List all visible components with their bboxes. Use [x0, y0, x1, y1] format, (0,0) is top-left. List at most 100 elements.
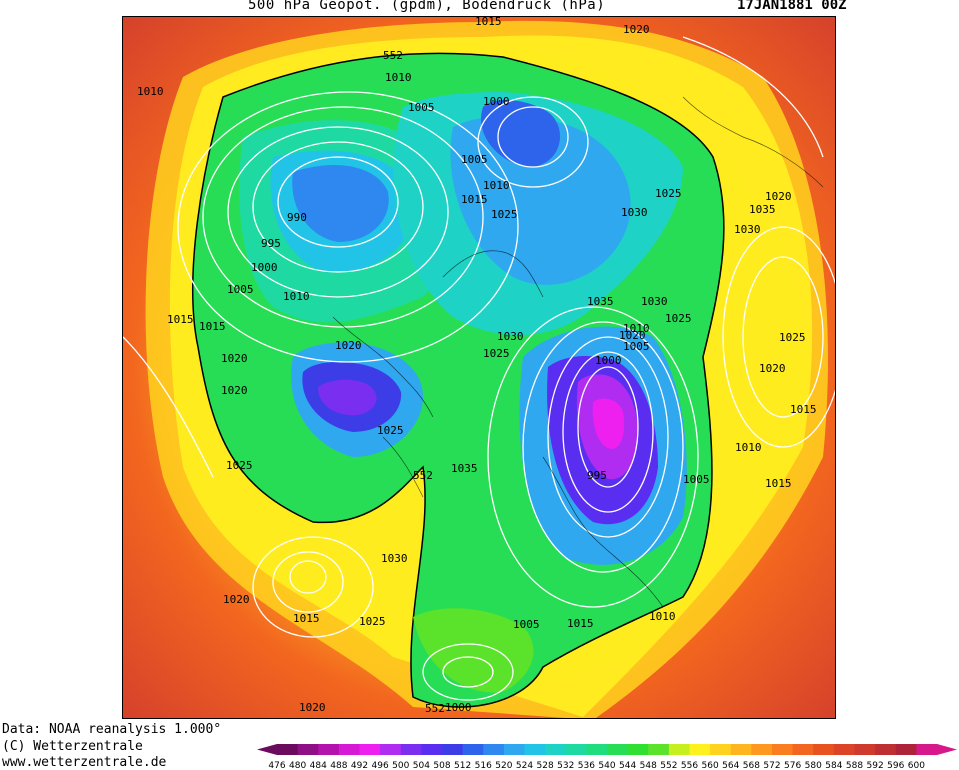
- legend-arrow-right: [937, 744, 957, 755]
- pressure-label: 1020: [765, 190, 792, 203]
- legend-level-label: 512: [454, 761, 471, 770]
- weather-map: 552 552 552 1015 1020 1010 1010 1005 100…: [122, 16, 836, 719]
- cyan-zone-arctic: [450, 115, 631, 285]
- legend-swatch: [524, 744, 546, 755]
- coastlines: [332, 96, 824, 608]
- pressure-label: 1015: [567, 617, 594, 630]
- contour-label: 552: [383, 49, 403, 62]
- legend-swatch: [359, 744, 381, 755]
- pressure-label: 1010: [623, 322, 650, 335]
- pressure-label: 995: [261, 237, 281, 250]
- pressure-label: 1030: [497, 330, 524, 343]
- legend-swatch: [648, 744, 670, 755]
- legend-level-label: 572: [763, 761, 780, 770]
- legend-swatch: [380, 744, 402, 755]
- pressure-label: 1015: [167, 313, 194, 326]
- pressure-label: 1025: [226, 459, 253, 472]
- legend-level-label: 528: [537, 761, 554, 770]
- pressure-label: 1000: [595, 354, 622, 367]
- pressure-label: 1000: [483, 95, 510, 108]
- legend-level-label: 492: [351, 761, 368, 770]
- pressure-label: 1030: [381, 552, 408, 565]
- pressure-label: 1025: [655, 187, 682, 200]
- legend-swatch: [627, 744, 649, 755]
- chart-title: 500 hPa Geopot. (gpdm), Bodendruck (hPa): [248, 0, 606, 13]
- credit-website: www.wetterzentrale.de: [2, 755, 167, 770]
- legend-level-label: 524: [516, 761, 533, 770]
- legend-swatch: [442, 744, 464, 755]
- pressure-label: 1005: [227, 283, 254, 296]
- pressure-label: 995: [587, 469, 607, 482]
- legend-level-label: 588: [846, 761, 863, 770]
- pressure-label: 990: [287, 211, 307, 224]
- credit-data: Data: NOAA reanalysis 1.000°: [2, 722, 222, 737]
- pressure-label: 1005: [461, 153, 488, 166]
- legend-swatch: [421, 744, 443, 755]
- legend-swatch: [483, 744, 505, 755]
- pressure-label: 1010: [137, 85, 164, 98]
- geopotential-field: 552 552 552 1015 1020 1010 1010 1005 100…: [123, 17, 835, 718]
- legend-swatch: [710, 744, 732, 755]
- legend-swatch: [607, 744, 629, 755]
- low-europe-core: [592, 398, 625, 449]
- pressure-label: 1025: [359, 615, 386, 628]
- legend-swatch: [297, 744, 319, 755]
- legend-swatch: [545, 744, 567, 755]
- credit-copyright: (C) Wetterzentrale: [2, 739, 143, 754]
- legend-swatch: [565, 744, 587, 755]
- pressure-label: 1035: [749, 203, 776, 216]
- legend-level-label: 504: [413, 761, 430, 770]
- legend-level-label: 556: [681, 761, 698, 770]
- legend-level-label: 584: [825, 761, 842, 770]
- pressure-label: 1015: [461, 193, 488, 206]
- legend-swatch: [916, 744, 938, 755]
- legend-swatch: [338, 744, 360, 755]
- pressure-label: 1005: [513, 618, 540, 631]
- pressure-label: 1005: [408, 101, 435, 114]
- legend-swatch: [772, 744, 794, 755]
- legend-level-label: 480: [289, 761, 306, 770]
- legend-level-label: 496: [372, 761, 389, 770]
- pressure-label: 1020: [335, 339, 362, 352]
- pressure-label: 1020: [221, 352, 248, 365]
- pressure-label: 1025: [377, 424, 404, 437]
- legend-swatch: [400, 744, 422, 755]
- low-west: [292, 164, 389, 242]
- pressure-label: 1030: [734, 223, 761, 236]
- legend-swatch: [895, 744, 917, 755]
- legend-swatch: [792, 744, 814, 755]
- pressure-label: 1030: [641, 295, 668, 308]
- pressure-label: 1020: [221, 384, 248, 397]
- legend-level-label: 564: [722, 761, 739, 770]
- legend-level-label: 600: [908, 761, 925, 770]
- pressure-label: 1010: [649, 610, 676, 623]
- pressure-label: 1015: [475, 17, 502, 28]
- pressure-label: 1025: [665, 312, 692, 325]
- legend-level-label: 516: [475, 761, 492, 770]
- legend-level-label: 580: [805, 761, 822, 770]
- legend-level-label: 560: [702, 761, 719, 770]
- legend-swatch: [813, 744, 835, 755]
- pressure-label: 1015: [199, 320, 226, 333]
- contour-label: 552: [413, 469, 433, 482]
- pressure-label: 1015: [293, 612, 320, 625]
- legend-level-label: 544: [619, 761, 636, 770]
- pressure-label: 1005: [683, 473, 710, 486]
- pressure-label: 1030: [621, 206, 648, 219]
- legend-level-label: 488: [330, 761, 347, 770]
- pressure-label: 1020: [759, 362, 786, 375]
- isobars: [123, 36, 835, 701]
- legend-swatch: [668, 744, 690, 755]
- pressure-label: 1020: [299, 701, 326, 714]
- legend-level-label: 576: [784, 761, 801, 770]
- legend-swatch: [875, 744, 897, 755]
- legend-scale: 476 480 484 488 492 496 500 504 508 512 516 520 524 5…: [257, 744, 957, 770]
- legend-level-label: 552: [660, 761, 677, 770]
- legend-arrow-left: [257, 744, 277, 755]
- pressure-label: 1035: [451, 462, 478, 475]
- legend-level-label: 484: [310, 761, 327, 770]
- legend-level-label: 508: [433, 761, 450, 770]
- pressure-label: 1010: [483, 179, 510, 192]
- legend-swatch: [689, 744, 711, 755]
- pressure-label: 1020: [223, 593, 250, 606]
